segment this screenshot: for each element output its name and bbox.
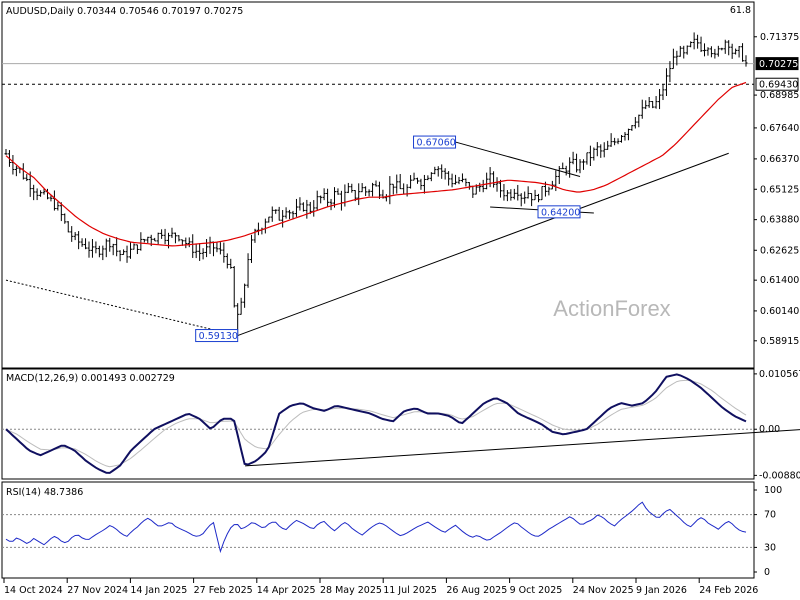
y-tick-label: 0.63880 [760,215,799,226]
price-grid [2,63,754,85]
x-tick-label: 11 Jul 2025 [383,585,437,596]
annotation-label: 0.64200 [541,207,580,218]
x-tick-label: 9 Jan 2026 [636,585,687,596]
y-tick-label: 0.68985 [760,90,799,101]
corner-value: 61.8 [730,5,751,16]
y-tick-label: 0.58915 [760,336,799,347]
macd-label: MACD(12,26,9) 0.001493 0.002729 [6,373,175,384]
rsi-y-tick-label: 70 [764,510,776,521]
rsi-y-tick-label: 30 [764,542,776,553]
annotation-box [195,329,239,343]
rsi-y-tick-label: 100 [764,485,782,496]
macd-y-tick-label: -0.008808 [759,470,800,481]
price-panel-frame [1,1,755,369]
price-candles [4,32,748,336]
macd-trendline [245,429,800,467]
x-tick-label: 27 Nov 2024 [67,585,128,596]
x-tick-label: 24 Nov 2025 [573,585,634,596]
macd-y-tick-label: 0.00 [759,424,780,435]
macd-layer [2,373,800,474]
x-tick-label: 14 Jan 2025 [130,585,187,596]
annotation-box [413,135,457,149]
x-tick-label: 9 Oct 2025 [510,585,563,596]
rsi-panel-frame [1,481,755,579]
x-tick-label: 28 May 2025 [320,585,382,596]
chart-header: AUDUSD,Daily 0.70344 0.70546 0.70197 0.7… [6,6,243,17]
macd-y-axis: 0.010567 0.00 -0.008808 [754,369,800,481]
price-y-axis: 0.71375 0.68985 0.67640 0.66370 0.65125 0.638… [754,32,799,347]
y-tick-label: 0.60140 [760,306,799,317]
trendline [237,152,729,337]
macd-y-tick-label: 0.010567 [759,369,800,380]
annotation-label: 0.67060 [417,138,456,149]
price-marker-box [755,57,799,71]
annotation-box [537,205,581,219]
x-axis: 14 Oct 2024 27 Nov 2024 14 Jan 2025 27 Feb … [3,578,758,596]
macd-signal-line [5,379,747,468]
y-tick-label: 0.65125 [760,184,799,195]
macd-line [5,373,747,474]
price-marker-label: 0.70275 [759,59,798,70]
rsi-y-tick-label: 0 [764,567,770,578]
rsi-layer [2,501,754,554]
moving-average-line [5,81,747,247]
rsi-line [5,501,747,554]
annotation-label: 0.59130 [199,331,238,342]
x-tick-label: 14 Apr 2025 [257,585,316,596]
rsi-label: RSI(14) 48.7386 [6,487,83,498]
x-tick-label: 26 Aug 2025 [446,585,507,596]
rsi-y-axis: 100 70 30 0 [754,485,782,578]
y-tick-label: 0.61400 [760,275,799,286]
x-tick-label: 14 Oct 2024 [4,585,63,596]
y-tick-label: 0.71375 [760,32,799,43]
price-marker-box [755,77,799,91]
y-tick-label: 0.66370 [760,154,799,165]
price-marker-label: 0.69430 [759,80,798,91]
y-tick-label: 0.67640 [760,123,799,134]
x-tick-label: 27 Feb 2025 [194,585,253,596]
y-tick-label: 0.62625 [760,245,799,256]
x-tick-label: 24 Feb 2026 [699,585,758,596]
price-annotations: 0.67060 0.64200 0.59130 [195,135,581,343]
watermark: ActionForex [553,296,670,321]
macd-panel-frame [1,368,755,480]
